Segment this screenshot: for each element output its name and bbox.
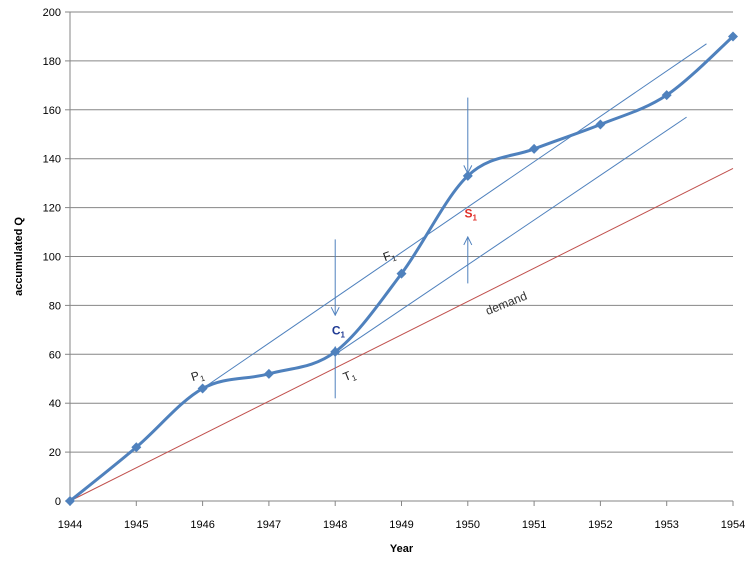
x-tick-label: 1949 xyxy=(389,519,413,531)
y-tick-label: 100 xyxy=(43,252,61,264)
data-point xyxy=(728,31,738,42)
guide-line xyxy=(334,116,687,355)
x-tick-label: 1953 xyxy=(654,519,678,531)
y-tick-label: 0 xyxy=(55,496,61,508)
x-tick-label: 1946 xyxy=(190,519,214,531)
grid xyxy=(70,11,733,453)
x-tick-label: 1952 xyxy=(588,519,612,531)
y-tick-label: 60 xyxy=(49,349,61,361)
x-tick-label: 1945 xyxy=(124,519,148,531)
annotation-label: S1 xyxy=(464,206,477,222)
x-tick-label: 1944 xyxy=(58,519,82,531)
data-point xyxy=(595,119,606,130)
annotation-subscript: 1 xyxy=(199,373,207,383)
x-tick-label: 1950 xyxy=(456,519,480,531)
demand-line xyxy=(69,168,734,502)
x-tick-labels: 1944 1945 1946 1947 1948 1949 1950 1951 1952 1953… xyxy=(58,519,745,531)
data-point xyxy=(65,496,75,506)
x-tick-label: 1951 xyxy=(522,519,546,531)
data-point xyxy=(396,268,407,279)
data-point xyxy=(529,143,540,154)
y-tick-labels: 0 20 40 60 80 100 120 140 160 180 200 xyxy=(43,7,61,508)
data-point xyxy=(661,90,672,101)
x-tick-label: 1954 xyxy=(721,519,745,531)
y-axis-title: accumulated Q xyxy=(13,217,25,296)
y-tick-label: 180 xyxy=(43,56,61,68)
y-tick-label: 80 xyxy=(49,300,61,312)
annotation-label: C1 xyxy=(332,324,346,340)
x-tick-label: 1948 xyxy=(323,519,347,531)
y-tick-label: 160 xyxy=(43,105,61,117)
y-tick-label: 40 xyxy=(49,398,61,410)
annotation-label: T1 xyxy=(341,366,358,385)
annotation-label: F1 xyxy=(381,247,398,266)
annotation-subscript: 1 xyxy=(350,373,358,383)
guide-line xyxy=(202,43,707,389)
y-tick-label: 140 xyxy=(43,154,61,166)
arrows xyxy=(335,97,468,399)
axes xyxy=(65,11,734,506)
y-tick-label: 20 xyxy=(49,447,61,459)
annotation-label: P1 xyxy=(189,367,206,386)
data-point xyxy=(263,368,274,379)
y-tick-label: 120 xyxy=(43,203,61,215)
data-point xyxy=(131,442,142,453)
x-tick-label: 1947 xyxy=(257,519,281,531)
annotation-subscript: 1 xyxy=(341,331,346,340)
demand-label: demand xyxy=(484,289,529,318)
data-point xyxy=(197,383,208,394)
y-tick-label: 200 xyxy=(43,7,61,19)
annotation-subscript: 1 xyxy=(473,213,478,222)
data-markers xyxy=(65,31,738,506)
annotation-subscript: 1 xyxy=(390,253,398,263)
reference-lines xyxy=(202,43,707,389)
x-axis-title: Year xyxy=(390,543,414,555)
